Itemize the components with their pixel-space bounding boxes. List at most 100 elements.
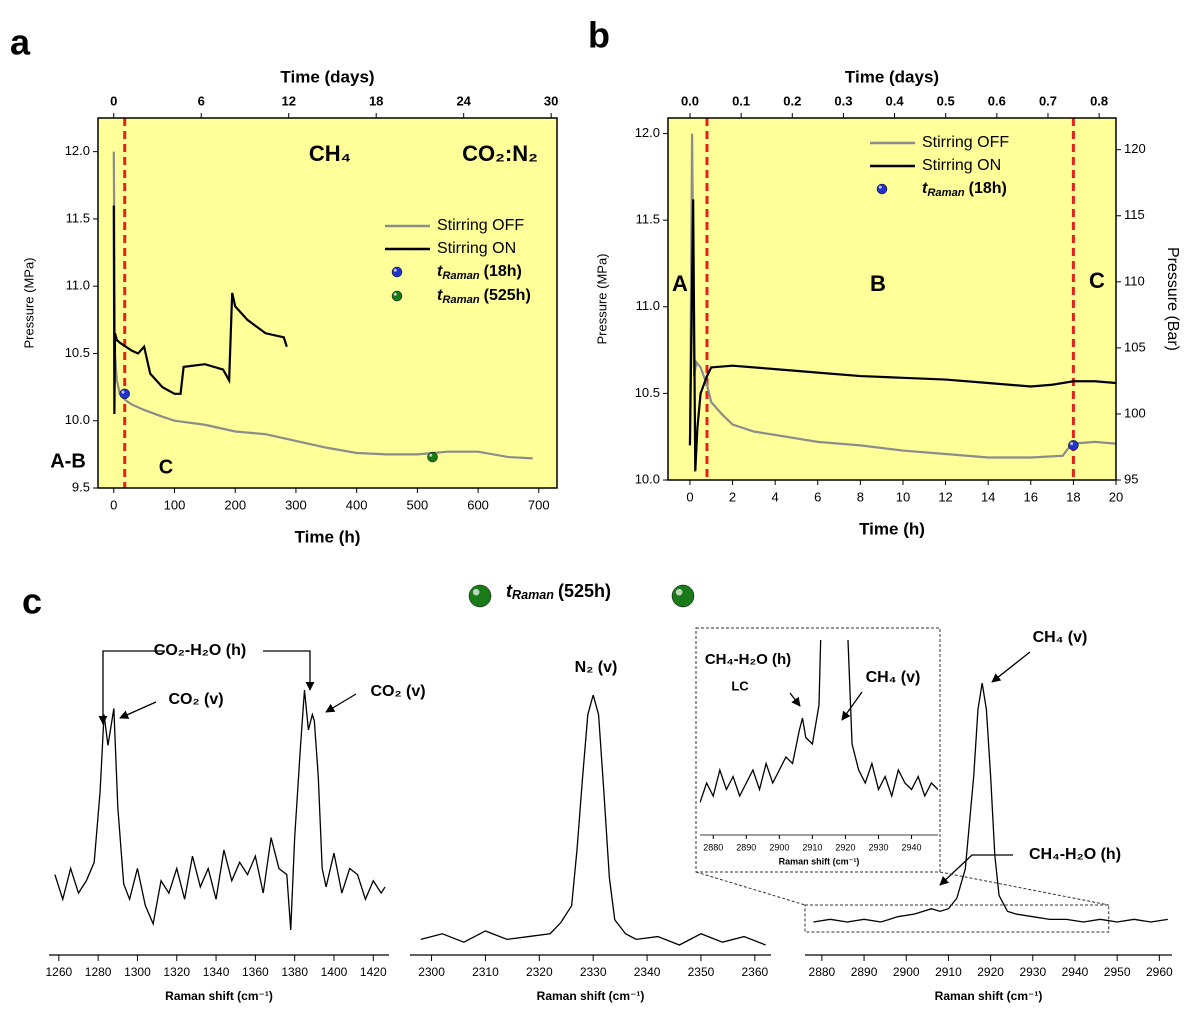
x-tick-label: 100	[164, 497, 186, 512]
x2-tick-label: 0.3	[834, 93, 852, 108]
x-tick-label: 2890	[851, 965, 878, 979]
x-tick-label: 2880	[809, 965, 836, 979]
legend-swatch	[876, 183, 888, 195]
x2-tick-label: 24	[456, 93, 471, 108]
inset-frame	[695, 627, 941, 873]
spectrum-arrows	[98, 650, 1031, 886]
legend-label: Stirring OFF	[922, 134, 1009, 151]
y-tick-label: 12.0	[65, 143, 90, 158]
annotation: CH₄ (v)	[1033, 629, 1088, 646]
annotation: A	[672, 271, 688, 296]
x-tick-label: 2960	[1146, 965, 1173, 979]
y2-tick-label: 120	[1124, 141, 1146, 156]
x-tick-label: 500	[407, 497, 429, 512]
subscript: Raman	[442, 294, 479, 306]
zoom-connector	[939, 871, 1109, 906]
highlight	[472, 588, 480, 596]
x-tick-label: 18	[1066, 489, 1080, 504]
y-tick-label: 12.0	[635, 125, 660, 140]
x2-tick-label: 0	[110, 93, 117, 108]
x-tick-label: 2900	[893, 965, 920, 979]
x-tick-label: 2940	[1062, 965, 1089, 979]
x-tick-label: 2300	[418, 965, 445, 979]
y2-tick-label: 100	[1124, 405, 1146, 420]
annotation: B	[870, 271, 886, 296]
x2-tick-label: 0.1	[732, 93, 750, 108]
annotation: CH₄-H₂O (h)	[705, 651, 791, 668]
x-tick-label: 14	[981, 489, 995, 504]
panel-label: a	[10, 22, 31, 63]
x-tick-label: 2340	[634, 965, 661, 979]
x-tick-label: 1420	[360, 965, 387, 979]
x-tick-label: 1380	[281, 965, 308, 979]
spectrum-line	[420, 695, 766, 946]
symbol: t	[437, 263, 443, 280]
marker-ball	[468, 584, 492, 608]
x-tick-label: 2360	[741, 965, 768, 979]
marker-ball	[671, 584, 695, 608]
x2-tick-label: 30	[544, 93, 558, 108]
plot-background	[668, 118, 1116, 480]
zoom-box	[804, 904, 1110, 933]
spectrum-line	[54, 690, 386, 931]
panel-label: c	[22, 581, 42, 622]
zoom-connector	[695, 871, 806, 906]
x-axis-label: Raman shift (cm⁻¹)	[537, 989, 645, 1003]
marker-label: tRaman (525h)	[506, 581, 611, 603]
marker-label: tRaman (18h)	[437, 263, 522, 282]
subscript: Raman	[442, 270, 479, 282]
raman-point	[427, 451, 438, 463]
x-tick-label: 600	[467, 497, 489, 512]
arrow	[325, 693, 357, 713]
x-tick-label: 1340	[203, 965, 230, 979]
x2-tick-label: 0.0	[681, 93, 699, 108]
x2-tick-label: 6	[198, 93, 205, 108]
x-tick-label: 8	[857, 489, 864, 504]
y-axis-label: Pressure (MPa)	[594, 253, 609, 344]
x-axis-label: Raman shift (cm⁻¹)	[779, 856, 860, 866]
x2-axis-label: Time (days)	[280, 67, 374, 86]
y-tick-label: 11.5	[636, 212, 660, 227]
y-tick-label: 11.0	[66, 278, 90, 293]
arrow	[789, 692, 801, 707]
arrow	[98, 650, 165, 725]
spectrum-line	[700, 640, 938, 803]
x-tick-label: 1400	[321, 965, 348, 979]
label: (18h)	[969, 180, 1007, 197]
y-tick-label: 9.5	[72, 479, 90, 494]
arrow	[263, 650, 315, 691]
x-tick-label: 6	[814, 489, 821, 504]
x-tick-label: 1320	[163, 965, 190, 979]
x2-tick-label: 0.8	[1090, 93, 1108, 108]
y-tick-label: 10.0	[635, 471, 660, 486]
x-tick-label: 2900	[769, 842, 789, 852]
annotation: CO₂ (v)	[370, 683, 425, 700]
x-tick-label: 300	[285, 497, 307, 512]
annotation: CH₄-H₂O (h)	[1029, 846, 1121, 863]
legend-label: Stirring ON	[437, 240, 516, 257]
x-tick-label: 0	[686, 489, 693, 504]
x-tick-label: 2930	[1019, 965, 1046, 979]
series-line	[688, 133, 1116, 459]
x-tick-label: 700	[528, 497, 550, 512]
x-tick-label: 2330	[580, 965, 607, 979]
x2-axis-label: Time (days)	[845, 67, 939, 86]
x-tick-label: 1280	[85, 965, 112, 979]
annotation: CO₂ (v)	[168, 691, 223, 708]
arrow	[939, 854, 1013, 886]
y2-tick-label: 95	[1124, 471, 1138, 486]
highlight	[675, 588, 683, 596]
highlight	[878, 185, 882, 189]
label: (525h)	[484, 287, 531, 304]
arrow	[119, 701, 157, 719]
symbol: t	[922, 180, 928, 197]
highlight	[393, 268, 397, 272]
annotation: CO₂:N₂	[462, 141, 538, 166]
annotation: CO₂-H₂O (h)	[154, 642, 246, 659]
y2-axis-label: Pressure (Bar)	[1164, 247, 1181, 351]
x-tick-label: 2320	[526, 965, 553, 979]
annotation: A-B	[50, 450, 86, 472]
label: (525h)	[558, 581, 611, 601]
x-tick-label: 12	[938, 489, 952, 504]
